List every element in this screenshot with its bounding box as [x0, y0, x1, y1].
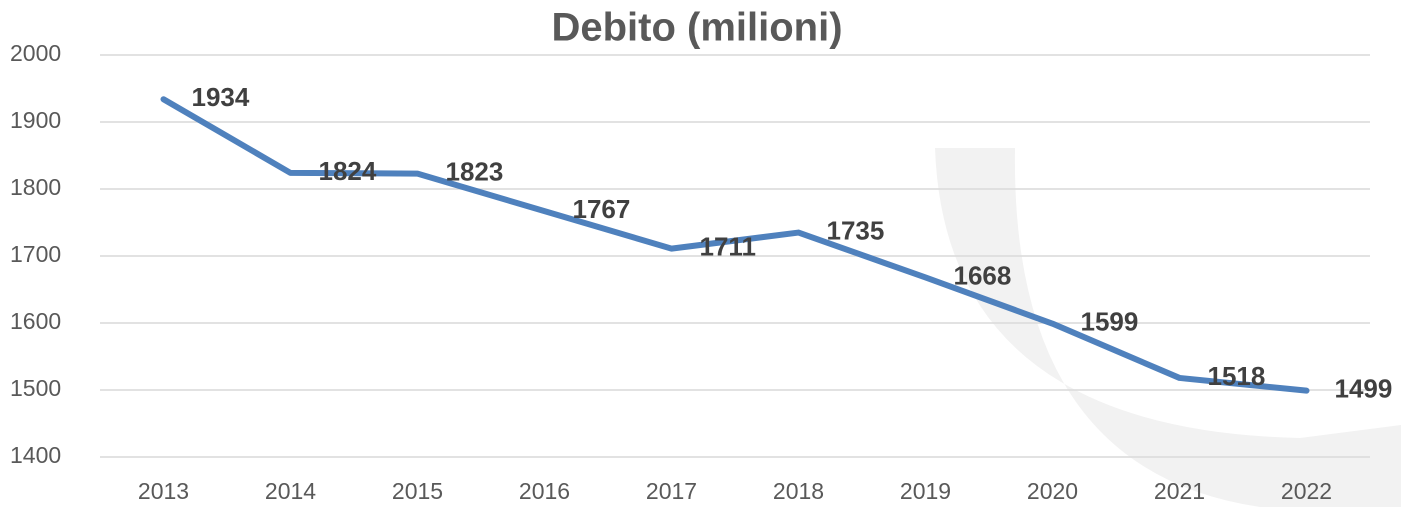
x-tick-label: 2019	[900, 478, 951, 504]
x-tick-label: 2022	[1281, 478, 1332, 504]
data-line	[160, 96, 1310, 394]
x-tick-label: 2018	[773, 478, 824, 504]
data-label: 1499	[1335, 374, 1393, 404]
data-label: 1735	[827, 215, 885, 245]
y-tick-label: 1700	[10, 241, 61, 267]
data-label: 1824	[319, 156, 377, 186]
data-label: 1767	[573, 194, 631, 224]
data-label: 1823	[446, 156, 504, 186]
x-tick-label: 2016	[519, 478, 570, 504]
y-tick-label: 2000	[10, 40, 61, 66]
background-decoration	[935, 148, 1401, 507]
y-tick-label: 1500	[10, 375, 61, 401]
data-label: 1934	[192, 82, 250, 112]
y-tick-label: 1800	[10, 174, 61, 200]
chart-title: Debito (milioni)	[551, 6, 842, 50]
x-tick-label: 2015	[392, 478, 443, 504]
x-tick-label: 2020	[1027, 478, 1078, 504]
x-tick-label: 2014	[265, 478, 316, 504]
data-label: 1711	[700, 232, 756, 262]
x-tick-label: 2021	[1154, 478, 1205, 504]
x-tick-label: 2013	[138, 478, 189, 504]
data-label: 1668	[954, 260, 1012, 290]
y-tick-label: 1400	[10, 442, 61, 468]
data-label: 1599	[1081, 307, 1139, 337]
y-tick-label: 1600	[10, 308, 61, 334]
y-tick-label: 1900	[10, 107, 61, 133]
x-tick-label: 2017	[646, 478, 697, 504]
data-label: 1518	[1208, 361, 1266, 391]
